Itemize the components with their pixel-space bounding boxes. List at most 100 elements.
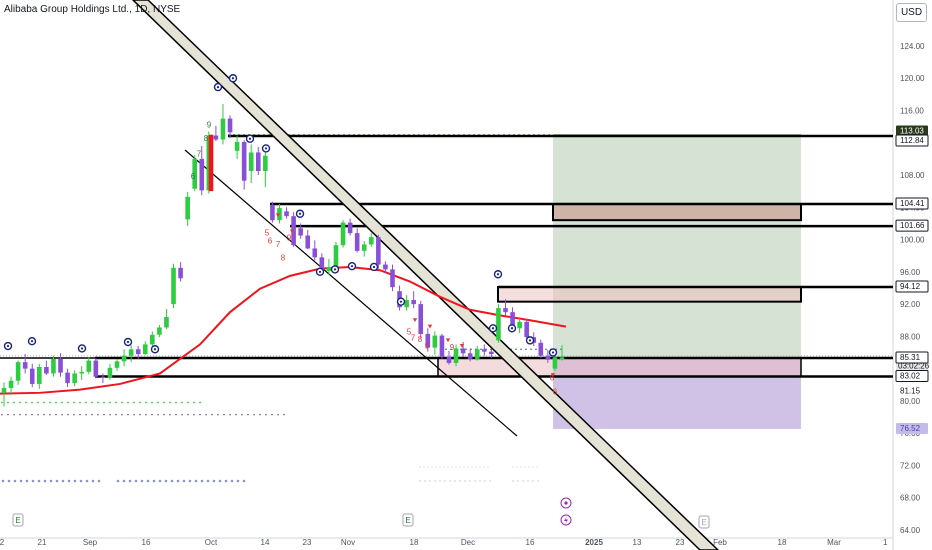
volume-dot xyxy=(438,479,442,483)
candle-body xyxy=(29,368,35,384)
volume-dot xyxy=(536,479,540,483)
pivot-marker-dot xyxy=(399,300,403,303)
volume-dot xyxy=(194,479,198,483)
pivot-marker-dot xyxy=(126,340,130,344)
support-dot xyxy=(67,401,69,404)
candle-body xyxy=(22,362,28,369)
pivot-marker-dot xyxy=(30,340,34,343)
earnings-marker-label: E xyxy=(15,516,20,525)
candle-body xyxy=(347,222,353,234)
support-dot xyxy=(121,413,123,416)
price-label-box xyxy=(895,370,929,383)
volume-dot xyxy=(79,479,83,483)
pivot-marker-dot xyxy=(350,265,354,268)
candle-body xyxy=(559,357,565,360)
td-sequence-label: 6 xyxy=(553,387,558,396)
candle-body xyxy=(255,152,261,171)
candle-body xyxy=(284,211,289,217)
volume-dot xyxy=(7,479,11,483)
td-down-triangle xyxy=(427,324,433,329)
candle xyxy=(29,363,35,388)
candle-body xyxy=(220,118,226,140)
time-tick-label: Sep xyxy=(83,538,98,547)
pivot-marker-dot xyxy=(372,265,376,269)
candle-body xyxy=(361,244,367,251)
position-profit-zone xyxy=(553,134,801,358)
candle xyxy=(354,228,360,253)
candle xyxy=(326,258,332,276)
pivot-marker-dot xyxy=(510,327,514,330)
candle-body xyxy=(432,335,438,348)
price-label-value: 76.52 xyxy=(900,424,921,433)
support-dot xyxy=(37,413,39,416)
candle xyxy=(312,240,318,261)
candle-body xyxy=(135,349,141,355)
candle-body xyxy=(319,257,325,272)
candle xyxy=(404,295,409,311)
candle xyxy=(489,349,494,359)
volume-dot xyxy=(459,466,461,468)
volume-dot xyxy=(236,479,240,483)
support-dot xyxy=(61,413,63,416)
candle-body xyxy=(404,300,409,308)
candle-body xyxy=(72,373,77,384)
price-label-box xyxy=(896,125,928,137)
volume-dot xyxy=(85,479,89,483)
support-dot xyxy=(43,401,45,404)
volume-dot xyxy=(146,479,150,483)
support-dot xyxy=(259,413,261,416)
volume-dot xyxy=(471,466,473,468)
candle-body xyxy=(340,222,346,246)
earnings-marker xyxy=(12,513,24,527)
volume-dot xyxy=(488,479,492,483)
volume-dot xyxy=(483,479,487,483)
candle xyxy=(213,125,219,142)
candle xyxy=(15,360,21,385)
candle-body xyxy=(65,372,70,384)
time-tick-label: Dec xyxy=(461,538,475,547)
support-dot xyxy=(115,413,117,416)
demand-zone xyxy=(437,357,802,378)
td-sequence-label: 6 xyxy=(268,237,273,246)
support-dot xyxy=(1,413,3,416)
volume-dot xyxy=(212,479,216,483)
volume-dot xyxy=(487,466,489,468)
time-tick-label: 23 xyxy=(303,538,312,547)
candle-body xyxy=(248,152,254,171)
candle xyxy=(142,341,148,355)
td-sequence-label: 8 xyxy=(418,335,423,344)
candle-body xyxy=(489,351,494,355)
price-tick-label: 100.00 xyxy=(900,236,925,245)
candle xyxy=(164,308,169,330)
candle-body xyxy=(425,333,431,348)
time-tick-label: 18 xyxy=(778,538,787,547)
candle-body xyxy=(474,349,480,359)
time-tick-label: 13 xyxy=(633,538,642,547)
currency-button[interactable]: USD xyxy=(896,3,927,22)
candle-body xyxy=(15,362,21,381)
candle-body xyxy=(545,355,551,360)
candle-body xyxy=(164,316,169,328)
candle-body xyxy=(368,237,374,245)
candle xyxy=(150,331,155,349)
candle-body xyxy=(376,237,381,265)
plot-background xyxy=(0,0,893,538)
candle xyxy=(291,212,296,247)
support-dot xyxy=(25,401,27,404)
price-label-value: 83.02 xyxy=(900,372,921,381)
price-label-countdown: 03:02:26 xyxy=(898,362,930,371)
td-sequence-label: 5 xyxy=(407,328,412,337)
volume-dot xyxy=(479,466,481,468)
candle xyxy=(545,350,551,363)
candle-body xyxy=(390,269,395,288)
candle-body xyxy=(86,360,92,372)
support-dot xyxy=(19,413,21,416)
support-dot xyxy=(1,401,3,404)
pivot-marker-dot xyxy=(153,348,157,351)
time-tick-label: 2025 xyxy=(585,538,603,547)
candle-body xyxy=(142,344,148,355)
volume-dot xyxy=(428,479,432,483)
candle xyxy=(8,376,14,396)
volume-dot xyxy=(224,479,228,483)
